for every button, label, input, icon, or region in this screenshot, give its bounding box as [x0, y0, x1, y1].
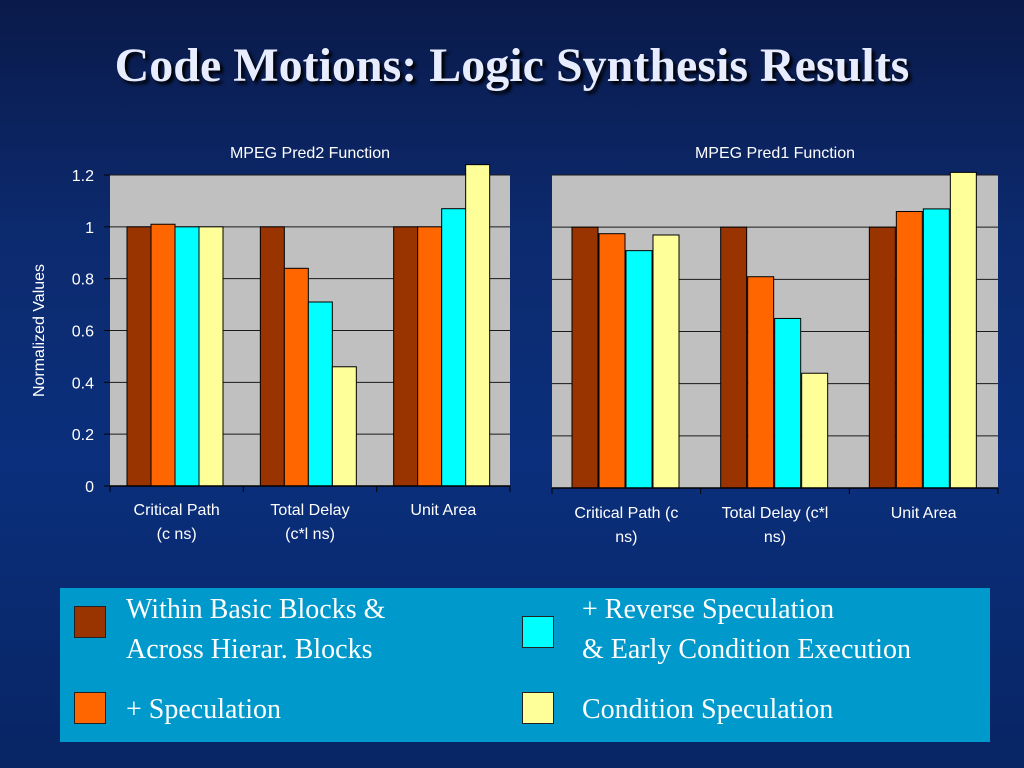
chart-1-bar-series-4-cat-1 [198, 226, 224, 487]
legend-box: Within Basic Blocks & Across Hierar. Blo… [60, 588, 990, 742]
chart-1-bar-series-1-cat-3 [393, 226, 419, 487]
chart-1-y-axis-label: Normalized Values [31, 264, 48, 397]
chart-1-bar-series-3-cat-1 [174, 226, 200, 487]
chart-1-bar-series-4-cat-3 [465, 164, 491, 487]
chart-1-bar-series-2-cat-2 [283, 267, 309, 487]
chart-2-bar-series-4-cat-2 [801, 372, 829, 489]
chart-2-title: MPEG Pred1 Function [695, 145, 855, 162]
legend-swatch-within-basic-blocks [74, 606, 106, 638]
chart-2-bar-series-1-cat-1 [571, 226, 599, 489]
chart-1-y-tick-label: 0.4 [72, 375, 94, 392]
chart-1-title: MPEG Pred2 Function [230, 145, 390, 162]
chart-1-y-tick-label: 1.2 [72, 168, 94, 185]
charts-canvas: 0 0.2 0.4 0.6 0.8 1 1.2 Normalized Values MPEG P… [31, 145, 999, 546]
chart-2-x-category-label: Unit Area [891, 505, 957, 522]
chart-2-bar-series-2-cat-2 [747, 276, 775, 489]
chart-2-x-category-label: ns) [764, 529, 786, 546]
chart-2-bar-series-4-cat-1 [652, 234, 680, 489]
legend-swatch-condition-speculation [522, 692, 554, 724]
chart-2-x-category-label: Critical Path (c [574, 505, 678, 522]
page-title: Code Motions: Logic Synthesis Results [114, 39, 910, 92]
chart-2-bar-series-1-cat-3 [868, 226, 896, 489]
chart-1-y-tick-label: 0.2 [72, 427, 94, 444]
chart-2-x-category-label: ns) [615, 529, 637, 546]
chart-2-bar-series-1-cat-2 [720, 226, 748, 489]
chart-2-bar-series-4-cat-3 [949, 171, 977, 489]
chart-1-y-tick-label: 0 [85, 479, 94, 496]
chart-1-x-category-label: (c*l ns) [285, 526, 335, 543]
chart-2-bar-series-3-cat-1 [625, 250, 653, 489]
legend-label-within-basic-blocks: Within Basic Blocks & Across Hierar. Blo… [126, 594, 386, 665]
chart-1-bar-series-2-cat-1 [150, 223, 176, 487]
chart-1-bar-series-1-cat-1 [126, 226, 152, 487]
legend-swatch-speculation [74, 692, 106, 724]
chart-1-bar-series-4-cat-2 [331, 366, 357, 487]
chart-1-bar-series-1-cat-2 [259, 226, 285, 487]
chart-1-bar-series-3-cat-3 [441, 208, 467, 487]
legend-swatch-reverse-speculation [522, 616, 554, 648]
legend-label-speculation: + Speculation [126, 694, 281, 725]
legend-label-reverse-speculation: + Reverse Speculation & Early Condition … [582, 594, 911, 665]
chart-1-y-tick-label: 0.8 [72, 272, 94, 289]
chart-2-bar-series-3-cat-3 [922, 208, 950, 489]
chart-1-x-category-label: (c ns) [157, 526, 197, 543]
chart-1-bar-series-3-cat-2 [307, 301, 333, 487]
chart-1-bar-series-2-cat-3 [417, 226, 443, 487]
chart-1-y-tick-label: 1 [85, 220, 94, 237]
chart-2-bar-series-3-cat-2 [774, 317, 802, 489]
chart-1-x-category-label: Critical Path [134, 502, 220, 519]
legend-label-condition-speculation: Condition Speculation [582, 694, 834, 725]
chart-2-bar-series-2-cat-3 [895, 211, 923, 489]
chart-1-x-category-label: Total Delay [270, 502, 349, 519]
chart-2-x-category-label: Total Delay (c*l [722, 505, 829, 522]
chart-1-y-tick-label: 0.6 [72, 324, 94, 341]
chart-1-x-category-label: Unit Area [410, 502, 476, 519]
chart-2-bar-series-2-cat-1 [598, 233, 626, 489]
